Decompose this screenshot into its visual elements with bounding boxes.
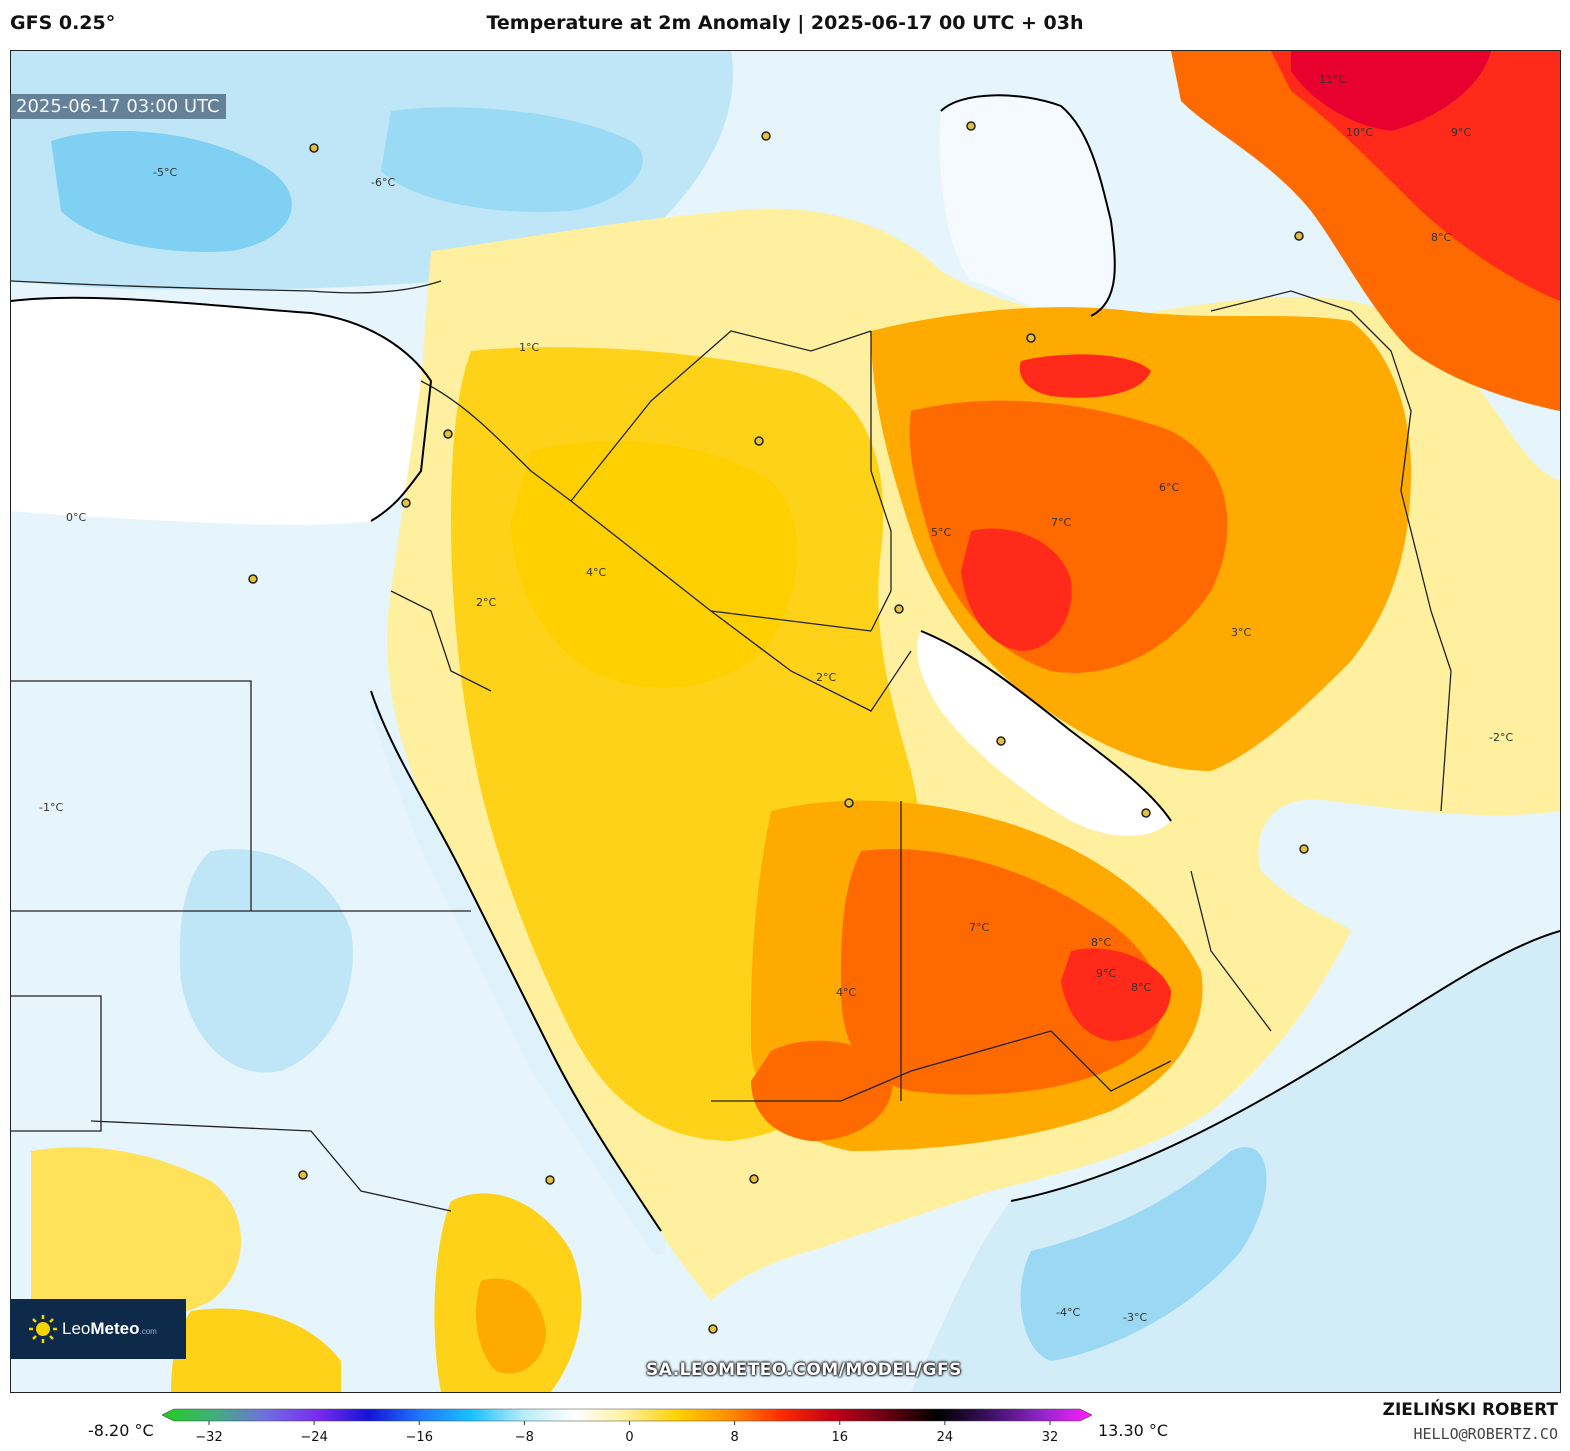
coastlines [11, 94, 1560, 1232]
isotherm-label: 5°C [931, 526, 951, 539]
isotherm-label: 4°C [836, 986, 856, 999]
isotherm-label: 9°C [1451, 126, 1471, 139]
isotherm-label: 8°C [1131, 981, 1151, 994]
city-markers [248, 121, 1309, 1334]
isotherm-label: -5°C [153, 166, 177, 179]
isotherm-label: 6°C [1159, 481, 1179, 494]
colorbar-tick-label: 32 [1042, 1430, 1059, 1445]
colorbar-tick-label: −24 [300, 1430, 327, 1445]
isotherm-label: 0°C [66, 511, 86, 524]
persian-gulf [917, 631, 1171, 836]
map-canvas: 11°C 10°C 9°C 8°C 7°C 6°C 5°C 4°C 3°C 2°… [11, 51, 1560, 1392]
egypt-cold [179, 849, 353, 1073]
isotherm-label: 7°C [1051, 516, 1071, 529]
colorbar-tick-label: −8 [515, 1430, 534, 1445]
isotherm-label: 3°C [1231, 626, 1251, 639]
country-borders [11, 280, 1452, 1212]
colorbar-min-label: -8.20 °C [88, 1421, 154, 1440]
colorbar-max-label: 13.30 °C [1098, 1421, 1169, 1440]
colorbar-tick-label: 0 [625, 1430, 633, 1445]
isotherm-label: -3°C [1123, 1311, 1147, 1324]
isotherm-label: -4°C [1056, 1306, 1080, 1319]
mediterranean-sea [11, 297, 431, 525]
red-sea [371, 691, 666, 1255]
anomaly-map[interactable]: 11°C 10°C 9°C 8°C 7°C 6°C 5°C 4°C 3°C 2°… [10, 50, 1561, 1393]
colorbar-tick-label: 16 [831, 1430, 848, 1445]
isotherm-label: 9°C [1096, 967, 1116, 980]
isotherm-label: -2°C [1489, 731, 1513, 744]
leometeo-logo[interactable]: LeoMeteo.com [10, 1299, 186, 1359]
author-name: ZIELIŃSKI ROBERT [1382, 1400, 1558, 1420]
isotherm-label: 2°C [816, 671, 836, 684]
colorbar-tick-label: 8 [730, 1430, 738, 1445]
colorbar-ticks: −32 −24 −16 −8 0 8 16 24 32 [195, 1421, 1058, 1445]
isotherm-label: -6°C [371, 176, 395, 189]
model-name: GFS 0.25° [10, 12, 116, 34]
isotherm-label: 11°C [1319, 73, 1346, 86]
logo-wordmark: LeoMeteo.com [62, 1319, 157, 1338]
map-title: Temperature at 2m Anomaly | 2025-06-17 0… [486, 12, 1084, 34]
isotherm-label: 8°C [1091, 936, 1111, 949]
isotherm-label-group: 11°C 10°C 9°C 8°C 7°C 6°C 5°C 4°C 3°C 2°… [39, 73, 1513, 1324]
colorbar-bar [162, 1408, 1092, 1422]
author-email[interactable]: HELLO@ROBERTZ.CO [1413, 1425, 1559, 1443]
colorbar-tick-label: −32 [195, 1430, 222, 1445]
colorbar: −32 −24 −16 −8 0 8 16 24 32 [162, 1408, 1092, 1445]
caspian-sea [939, 95, 1115, 318]
isotherm-label: 8°C [1431, 231, 1451, 244]
valid-time-badge: 2025-06-17 03:00 UTC [10, 94, 226, 119]
isotherm-label: 10°C [1346, 126, 1373, 139]
isotherm-label: -1°C [39, 801, 63, 814]
isotherm-label: 1°C [519, 341, 539, 354]
colorbar-tick-label: 24 [937, 1430, 954, 1445]
sun-icon [29, 1315, 57, 1343]
horn-warm-2 [171, 1308, 341, 1392]
horn-warm-1 [31, 1147, 241, 1324]
colorbar-tick-label: −16 [406, 1430, 433, 1445]
isotherm-label: 7°C [969, 921, 989, 934]
isotherm-label: 4°C [586, 566, 606, 579]
model-url[interactable]: SA.LEOMETEO.COM/MODEL/GFS [646, 1360, 962, 1380]
isotherm-label: 2°C [476, 596, 496, 609]
